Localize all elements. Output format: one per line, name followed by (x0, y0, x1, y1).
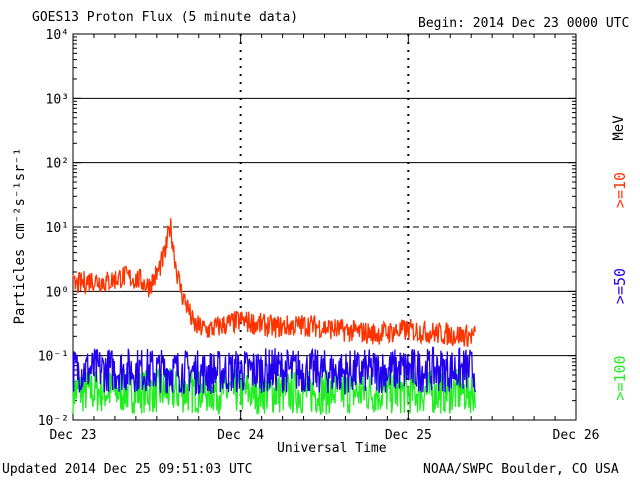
updated-label: Updated 2014 Dec 25 09:51:03 UTC (2, 462, 253, 477)
series-line-ge50 (72, 346, 476, 397)
legend-entry-ge10: >=10 (611, 172, 629, 208)
legend-entry-ge50: >=50 (611, 268, 629, 304)
legend-entry-ge100: >=100 (611, 355, 629, 400)
credit-label: NOAA/SWPC Boulder, CO USA (423, 462, 619, 477)
begin-label: Begin: 2014 Dec 23 0000 UTC (418, 16, 630, 31)
x-tick-label: Dec 25 (385, 428, 432, 443)
y-tick-label: 10⁰ (46, 285, 69, 300)
y-tick-label: 10⁻¹ (38, 350, 69, 365)
x-tick-label: Dec 23 (50, 428, 97, 443)
series-line-ge100 (72, 367, 476, 415)
y-tick-label: 10³ (46, 92, 69, 107)
legend-unit: MeV (611, 115, 627, 141)
x-tick-label: Dec 24 (217, 428, 264, 443)
y-tick-label: 10² (46, 157, 69, 172)
x-axis-label: Universal Time (277, 441, 387, 456)
chart-title: GOES13 Proton Flux (5 minute data) (32, 10, 299, 25)
y-tick-label: 10⁴ (46, 28, 69, 43)
x-tick-label: Dec 26 (553, 428, 600, 443)
y-tick-label: 10¹ (46, 221, 69, 236)
series-line-ge10 (72, 218, 476, 348)
y-axis-label: Particles cm⁻²s⁻¹sr⁻¹ (12, 147, 28, 325)
y-tick-label: 10⁻² (38, 414, 69, 429)
